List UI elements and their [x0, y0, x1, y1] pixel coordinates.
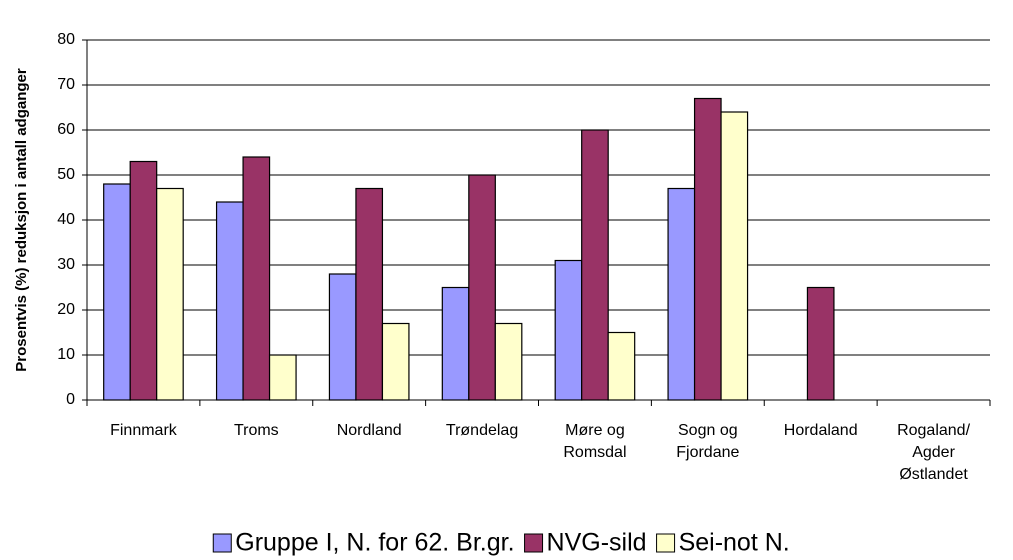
y-tick-label: 10 — [57, 346, 75, 363]
x-tick-label: Hordaland — [783, 422, 858, 439]
y-axis-label: Prosentvis (%) reduksjon i antall adgang… — [13, 68, 30, 372]
x-tick-label: Trøndelag — [445, 422, 519, 439]
y-tick-label: 80 — [57, 31, 75, 48]
y-tick-label: 70 — [57, 76, 75, 93]
legend-swatch — [212, 533, 232, 553]
bar — [129, 160, 158, 401]
y-tick-label: 0 — [66, 391, 75, 408]
legend-label: NVG-sild — [547, 529, 647, 557]
bar — [355, 187, 384, 401]
bar — [268, 354, 297, 401]
bar — [468, 174, 496, 401]
bar — [328, 273, 357, 401]
y-tick-label: 50 — [57, 166, 75, 183]
bar — [441, 286, 470, 401]
bar — [381, 322, 410, 401]
x-tick-label: Sogn og Fjordane — [676, 422, 740, 461]
bar — [242, 156, 271, 401]
legend-label: Sei-not N. — [679, 529, 790, 557]
x-tick-label: Rogaland/ Agder Østlandet — [897, 422, 971, 483]
y-tick-label: 40 — [57, 211, 75, 228]
legend-swatch — [656, 533, 676, 553]
x-tick-label: Finnmark — [110, 422, 177, 439]
bar — [581, 129, 609, 401]
y-tick-label: 60 — [57, 121, 75, 138]
bar — [494, 322, 523, 401]
bar — [215, 201, 244, 401]
bar — [720, 111, 749, 401]
y-tick-label: 30 — [57, 256, 75, 273]
x-tick-label: Møre og Romsdal — [563, 422, 627, 461]
bar — [806, 286, 835, 401]
bar — [554, 259, 583, 401]
y-tick-label: 20 — [57, 301, 75, 318]
bar — [607, 331, 636, 401]
bar — [693, 97, 722, 401]
x-tick-label: Nordland — [336, 422, 402, 439]
bar — [156, 187, 184, 401]
x-tick-label: Troms — [233, 422, 279, 439]
bar — [103, 183, 131, 401]
legend-swatch — [524, 533, 544, 553]
bar — [667, 187, 696, 401]
legend-label: Gruppe I, N. for 62. Br.gr. — [235, 529, 514, 557]
